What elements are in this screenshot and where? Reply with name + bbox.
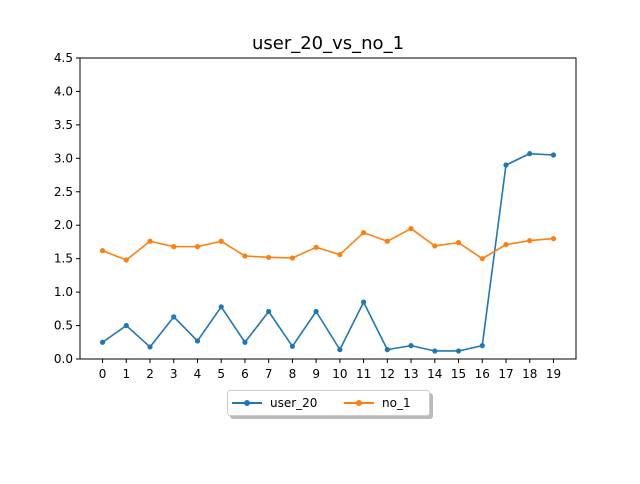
x-tick-label: 5 [217, 367, 225, 381]
legend-swatch-no-1 [344, 395, 374, 411]
data-point-user-20 [455, 348, 462, 354]
x-tick-label: 14 [427, 367, 442, 381]
x-tick-label: 11 [356, 367, 371, 381]
legend-marker-user-20 [244, 400, 250, 406]
chart-title: user_20_vs_no_1 [252, 33, 404, 54]
data-point-no-1 [432, 243, 438, 249]
y-tick-label: 1.0 [54, 285, 73, 299]
data-point-user-20 [432, 348, 438, 354]
data-point-user-20 [313, 308, 319, 315]
x-tick-label: 8 [289, 367, 297, 381]
x-tick-label: 17 [498, 367, 513, 381]
x-tick-label: 10 [332, 367, 347, 381]
x-tick-label: 6 [241, 367, 249, 381]
y-tick-label: 3.0 [54, 151, 73, 165]
x-tick-label: 1 [122, 367, 130, 381]
data-point-user-20 [266, 308, 272, 315]
data-point-no-1 [527, 238, 533, 244]
legend-item-no-1: no_1 [344, 395, 411, 411]
x-tick-label: 16 [475, 367, 490, 381]
data-point-no-1 [289, 255, 296, 261]
x-tick-label: 13 [403, 367, 418, 381]
data-point-no-1 [384, 238, 390, 244]
series-line-no-1 [102, 227, 554, 261]
data-point-user-20 [503, 162, 509, 168]
series-line-user-20 [102, 152, 554, 352]
x-tick-label: 9 [312, 367, 320, 381]
y-tick-label: 4.0 [54, 84, 73, 98]
data-point-no-1 [194, 244, 201, 250]
data-point-no-1 [360, 229, 367, 236]
legend-label-no-1: no_1 [382, 396, 411, 410]
data-point-no-1 [408, 225, 414, 232]
data-point-user-20 [408, 343, 414, 349]
data-point-user-20 [99, 339, 106, 345]
x-tick-label: 18 [522, 367, 537, 381]
y-tick-label: 2.5 [54, 185, 73, 199]
legend: user_20 no_1 [227, 390, 430, 416]
data-point-user-20 [289, 343, 296, 349]
data-point-no-1 [242, 253, 248, 259]
data-point-no-1 [123, 257, 129, 263]
data-point-user-20 [337, 347, 343, 353]
y-tick-label: 2.0 [54, 218, 73, 232]
x-tick-label: 15 [451, 367, 466, 381]
data-point-no-1 [479, 256, 485, 262]
x-tick-label: 2 [146, 367, 154, 381]
x-tick-label: 4 [194, 367, 202, 381]
data-point-user-20 [194, 338, 201, 344]
data-point-no-1 [218, 238, 224, 244]
data-point-no-1 [455, 240, 462, 246]
legend-swatch-user-20 [232, 395, 262, 411]
data-point-user-20 [242, 339, 248, 345]
data-point-user-20 [360, 299, 367, 305]
legend-marker-no-1 [356, 400, 362, 406]
legend-label-user-20: user_20 [270, 396, 318, 410]
x-tick-label: 19 [546, 367, 561, 381]
data-point-user-20 [171, 314, 177, 320]
plot-frame [79, 57, 577, 360]
data-point-user-20 [479, 343, 485, 349]
data-point-no-1 [503, 242, 509, 248]
data-point-no-1 [171, 244, 177, 250]
plot-area: 0.00.51.01.52.02.53.03.54.04.50 1 2 3 4 5 6 7 8 9… [54, 51, 577, 381]
data-point-user-20 [527, 151, 533, 157]
data-point-no-1 [313, 244, 319, 250]
x-tick-label: 0 [99, 367, 107, 381]
data-point-user-20 [123, 322, 129, 329]
y-tick-label: 4.5 [54, 51, 73, 65]
x-tick-label: 3 [170, 367, 178, 381]
data-point-no-1 [147, 238, 153, 244]
data-point-user-20 [550, 152, 557, 158]
x-tick-label: 12 [380, 367, 395, 381]
y-tick-label: 0.0 [54, 352, 73, 366]
y-tick-label: 0.5 [54, 319, 73, 333]
legend-item-user-20: user_20 [232, 395, 317, 411]
x-tick-label: 7 [265, 367, 273, 381]
y-tick-label: 1.5 [54, 252, 73, 266]
data-point-user-20 [384, 347, 390, 353]
data-point-no-1 [99, 248, 106, 254]
data-point-user-20 [147, 344, 153, 350]
data-point-no-1 [550, 236, 557, 242]
data-point-no-1 [266, 254, 272, 260]
data-point-no-1 [337, 252, 343, 258]
data-point-user-20 [218, 304, 224, 310]
y-tick-label: 3.5 [54, 118, 73, 132]
